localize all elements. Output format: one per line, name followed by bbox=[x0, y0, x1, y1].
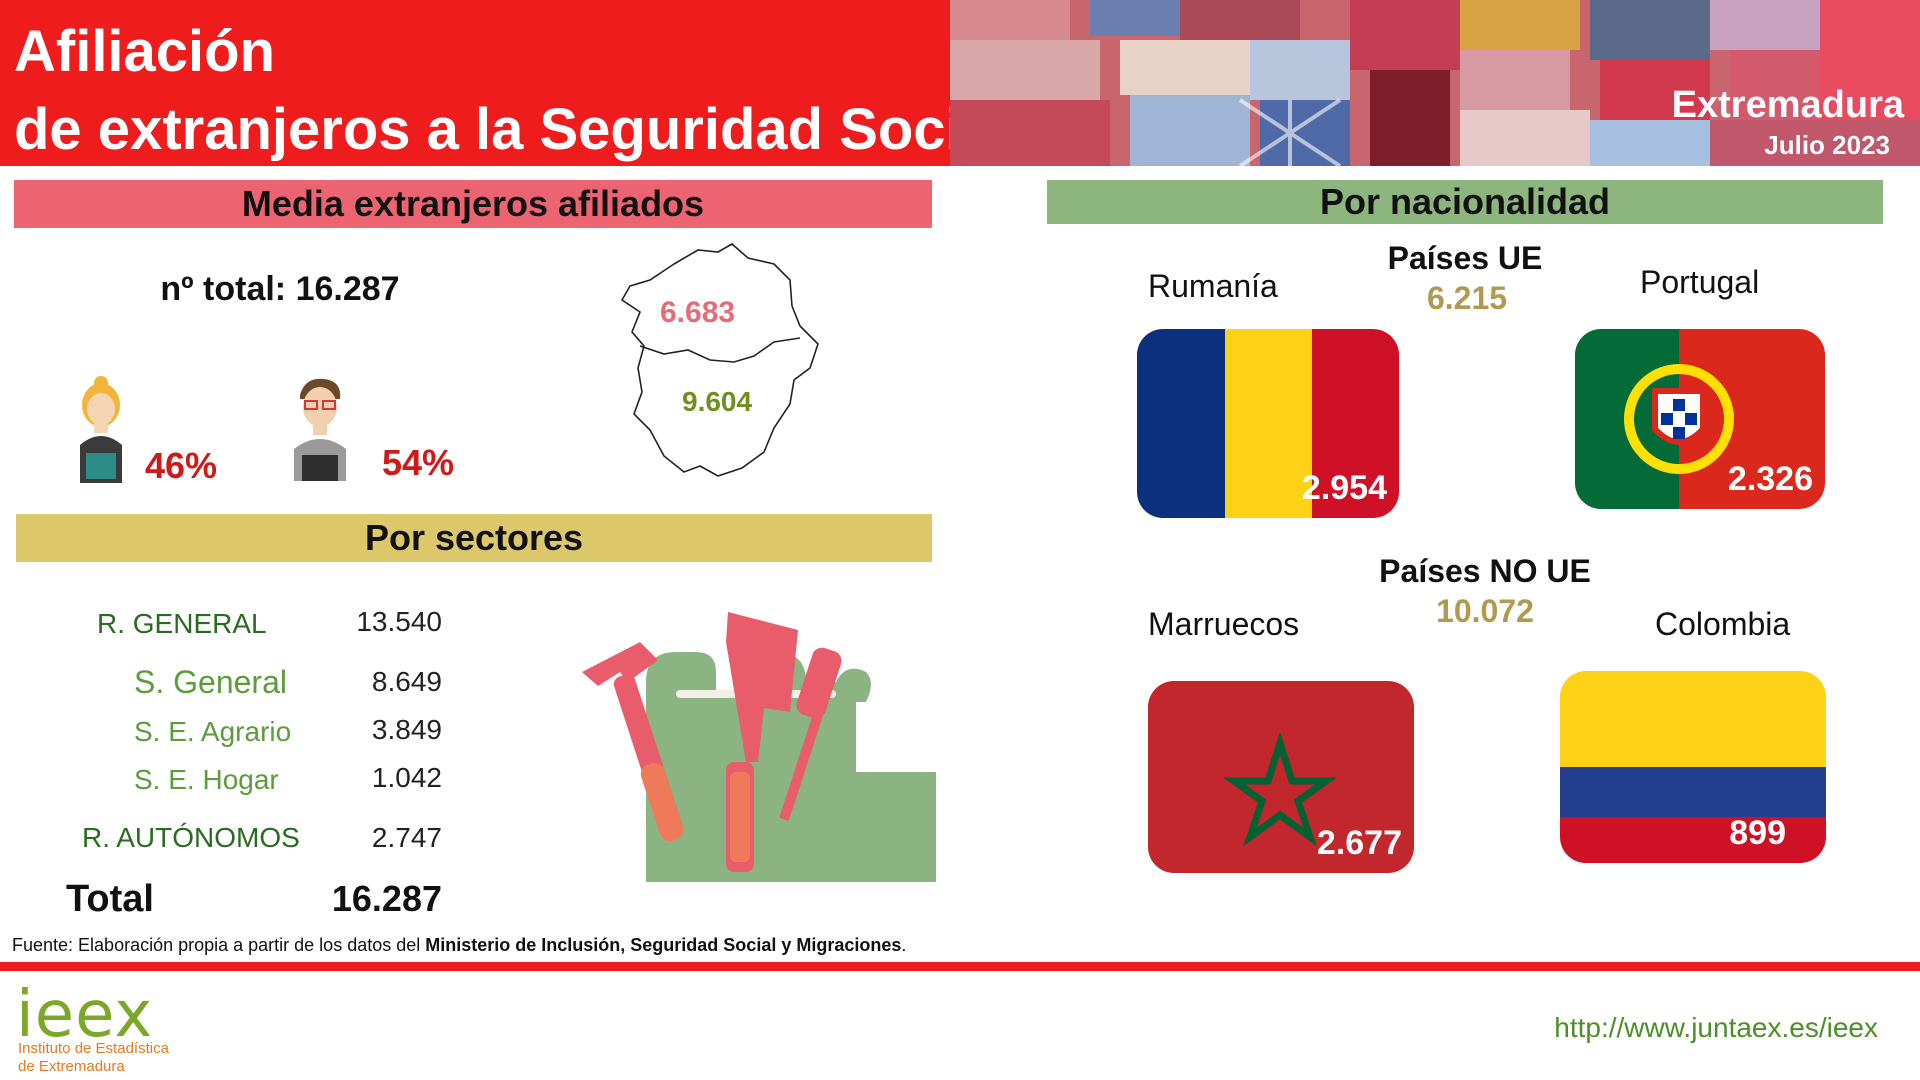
footer-divider bbox=[0, 962, 1920, 971]
portugal-value: 2.326 bbox=[1727, 460, 1813, 498]
region-label: Extremadura bbox=[1671, 84, 1904, 126]
sector-value: 1.042 bbox=[371, 762, 442, 793]
source-note: Fuente: Elaboración propia a partir de l… bbox=[12, 935, 906, 956]
romania-flag: 2.954 bbox=[1137, 329, 1399, 518]
man-icon bbox=[290, 375, 350, 490]
sector-label: S. General bbox=[134, 664, 287, 700]
sector-label: S. E. Hogar bbox=[134, 764, 279, 795]
total-value: 16.287 bbox=[331, 878, 442, 919]
map-south-value: 9.604 bbox=[682, 386, 753, 417]
colombia-value: 899 bbox=[1729, 814, 1786, 852]
portugal-flag: 2.326 bbox=[1575, 329, 1825, 509]
ue-group-title: Países UE bbox=[1387, 240, 1543, 276]
woman-icon bbox=[74, 375, 128, 492]
romania-value: 2.954 bbox=[1301, 469, 1387, 507]
header-banner bbox=[0, 0, 950, 166]
sector-label: S. E. Agrario bbox=[134, 716, 292, 747]
ue-group-value: 6.215 bbox=[1426, 280, 1508, 316]
logo-subtitle-line1: Instituto de Estadística bbox=[18, 1040, 169, 1057]
media-section-header: Media extranjeros afiliados bbox=[14, 180, 932, 228]
map-north-value: 6.683 bbox=[660, 296, 736, 329]
date-label: Julio 2023 bbox=[1764, 130, 1890, 160]
page-title-line2: de extranjeros a la Seguridad Social bbox=[14, 97, 1011, 162]
country-name-rumania: Rumanía bbox=[1148, 268, 1278, 304]
total-label: Total bbox=[66, 878, 154, 920]
colombia-flag: 899 bbox=[1560, 671, 1826, 863]
toolbox-icon bbox=[576, 612, 936, 887]
source-prefix: Fuente: Elaboración propia a partir de l… bbox=[12, 935, 426, 955]
sector-value: 3.849 bbox=[371, 714, 442, 745]
sectores-section-header: Por sectores bbox=[16, 514, 932, 562]
sector-label: R. GENERAL bbox=[97, 608, 267, 639]
no-ue-group-title: Países NO UE bbox=[1379, 553, 1591, 589]
country-name-portugal: Portugal bbox=[1640, 264, 1760, 300]
no-ue-group-value: 10.072 bbox=[1436, 593, 1534, 629]
extremadura-map bbox=[614, 242, 824, 485]
ieex-logo: ieex bbox=[16, 978, 154, 1052]
page-title-line1: Afiliación bbox=[14, 19, 276, 84]
flags-collage-image bbox=[950, 0, 1920, 166]
sector-label: R. AUTÓNOMOS bbox=[82, 822, 300, 853]
country-name-marruecos: Marruecos bbox=[1148, 606, 1300, 642]
total-affiliates: nº total: 16.287 bbox=[160, 270, 400, 308]
nacionalidad-section-header: Por nacionalidad bbox=[1047, 180, 1883, 224]
country-name-colombia: Colombia bbox=[1655, 606, 1791, 642]
source-suffix: . bbox=[901, 935, 907, 955]
logo-subtitle-line2: de Extremadura bbox=[18, 1058, 125, 1075]
male-percentage: 54% bbox=[382, 442, 455, 483]
sector-value: 13.540 bbox=[356, 606, 442, 637]
female-percentage: 46% bbox=[145, 445, 218, 486]
source-ministry: Ministerio de Inclusión, Seguridad Socia… bbox=[425, 935, 902, 955]
morocco-value: 2.677 bbox=[1316, 824, 1402, 862]
sector-value: 2.747 bbox=[371, 822, 442, 853]
sector-value: 8.649 bbox=[371, 666, 442, 697]
website-link[interactable]: http://www.juntaex.es/ieex bbox=[1554, 1012, 1878, 1043]
morocco-flag: 2.677 bbox=[1148, 681, 1414, 873]
